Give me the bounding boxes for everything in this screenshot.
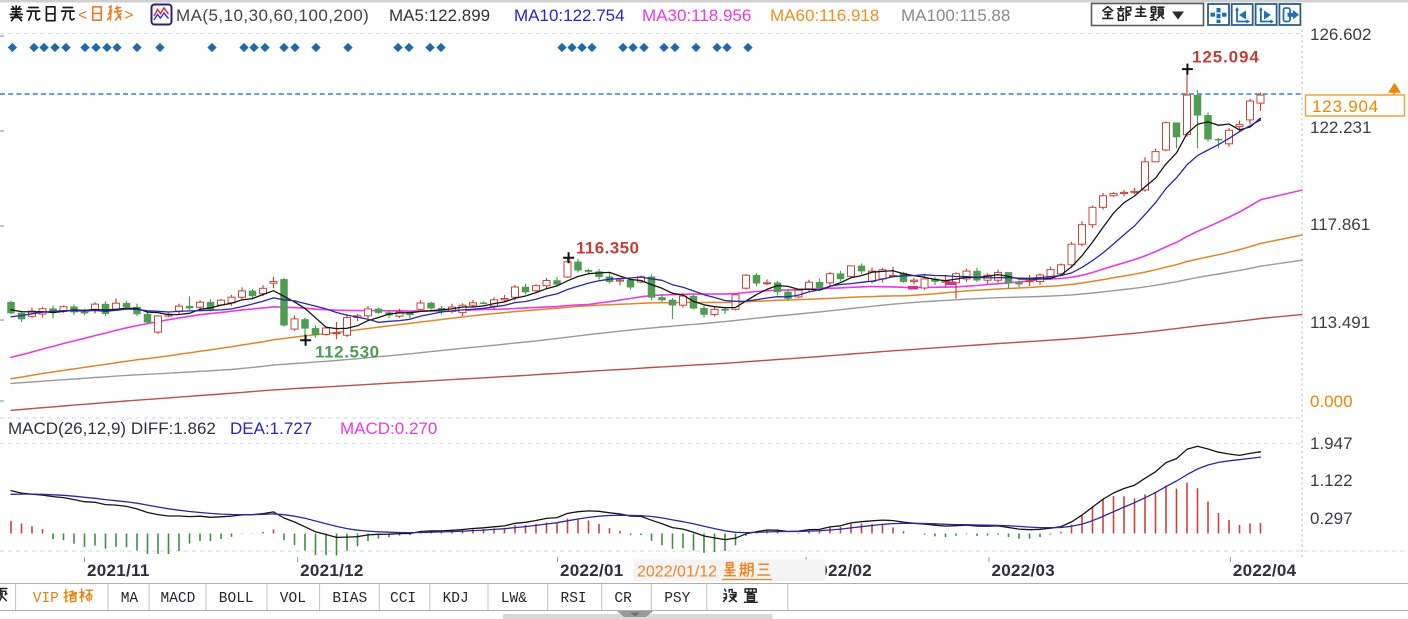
svg-text:PSY: PSY — [664, 591, 690, 607]
svg-text:BOLL: BOLL — [219, 591, 254, 607]
svg-text:2022/01: 2022/01 — [560, 561, 624, 580]
svg-text:116.350: 116.350 — [576, 239, 639, 258]
svg-text:VOL: VOL — [280, 591, 306, 607]
svg-text:1.947: 1.947 — [1310, 434, 1353, 453]
svg-text:113.491: 113.491 — [1310, 313, 1370, 332]
svg-text:CR: CR — [614, 591, 632, 607]
svg-text:2022/04: 2022/04 — [1233, 561, 1297, 580]
svg-text:125.094: 125.094 — [1192, 48, 1260, 67]
svg-text:MACD:0.270: MACD:0.270 — [340, 419, 437, 438]
svg-text:2021/11: 2021/11 — [87, 561, 150, 580]
svg-text:122.231: 122.231 — [1310, 118, 1371, 137]
svg-text:MA(5,10,30,60,100,200): MA(5,10,30,60,100,200) — [176, 6, 369, 25]
svg-text:2022/01/12: 2022/01/12 — [637, 564, 717, 581]
svg-text:MA5:122.899: MA5:122.899 — [389, 6, 490, 25]
svg-text:MACD: MACD — [161, 591, 196, 607]
svg-text:DEA:1.727: DEA:1.727 — [230, 419, 312, 438]
svg-text:MA10:122.754: MA10:122.754 — [514, 6, 625, 25]
svg-text:CCI: CCI — [390, 591, 416, 607]
svg-text:MA60:116.918: MA60:116.918 — [770, 6, 879, 25]
svg-text:BIAS: BIAS — [332, 591, 367, 607]
svg-text:2021/12: 2021/12 — [300, 561, 364, 580]
svg-text:MA30:118.956: MA30:118.956 — [642, 6, 751, 25]
svg-text:MA: MA — [121, 591, 139, 607]
svg-text:2022/03: 2022/03 — [992, 561, 1056, 580]
svg-text:0.297: 0.297 — [1310, 509, 1353, 528]
svg-text:KDJ: KDJ — [443, 591, 469, 607]
svg-text:LW&: LW& — [501, 591, 527, 607]
svg-text:RSI: RSI — [561, 591, 587, 607]
svg-text:112.530: 112.530 — [315, 343, 380, 362]
svg-text:VIP: VIP — [33, 591, 59, 607]
svg-text:1.122: 1.122 — [1310, 471, 1353, 490]
svg-text:117.861: 117.861 — [1310, 215, 1370, 234]
svg-text:>: > — [124, 7, 133, 24]
svg-text:123.904: 123.904 — [1312, 97, 1379, 116]
svg-text:MA100:115.88: MA100:115.88 — [901, 6, 1010, 25]
svg-text:<: < — [78, 7, 87, 24]
svg-text:126.602: 126.602 — [1310, 25, 1371, 44]
svg-text:MACD(26,12,9) DIFF:1.862: MACD(26,12,9) DIFF:1.862 — [8, 419, 216, 438]
svg-text:0.000: 0.000 — [1310, 392, 1353, 411]
